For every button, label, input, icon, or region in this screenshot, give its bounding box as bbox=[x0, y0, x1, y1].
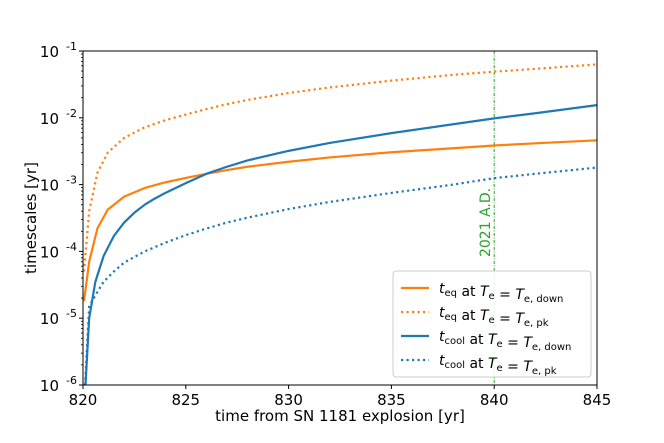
y-tick-exponent: -4 bbox=[66, 240, 77, 253]
annotation-2021-ad: 2021 A.D. bbox=[478, 188, 494, 257]
annotation-layer: 2021 A.D. bbox=[478, 188, 494, 257]
y-tick-label: 10 bbox=[40, 377, 59, 395]
x-tick-label: 835 bbox=[377, 391, 406, 409]
y-axis-label: timescales [yr] bbox=[22, 162, 40, 274]
series-line-2 bbox=[83, 63, 597, 272]
legend-entry-4: tcool at Te = Te, pk bbox=[439, 353, 557, 377]
x-tick-label: 845 bbox=[583, 391, 612, 409]
x-tick-label: 830 bbox=[274, 391, 303, 409]
y-tick-label: 10 bbox=[40, 243, 59, 261]
x-axis-label: time from SN 1181 explosion [yr] bbox=[215, 407, 465, 425]
y-tick-exponent: -3 bbox=[66, 174, 77, 187]
series-line-1 bbox=[83, 139, 597, 302]
y-tick-exponent: -6 bbox=[66, 374, 77, 387]
y-tick-label: 10 bbox=[40, 43, 59, 61]
y-tick-label: 10 bbox=[40, 177, 59, 195]
legend-entry-3: tcool at Te = Te, down bbox=[439, 329, 571, 353]
legend-entry-2: teq at Te = Te, pk bbox=[439, 305, 549, 329]
legend-entry-1: teq at Te = Te, down bbox=[439, 281, 563, 305]
x-tick-label: 820 bbox=[69, 391, 98, 409]
y-tick-label: 10 bbox=[40, 110, 59, 128]
plot-frame bbox=[82, 50, 598, 386]
x-tick-label: 825 bbox=[171, 391, 200, 409]
legend-box bbox=[392, 270, 592, 378]
ticks-layer: 820 825 830 835 840 845 10 -6 10 -5 10 -4 10 -3 10 -2 10… bbox=[40, 40, 611, 409]
y-tick-label: 10 bbox=[40, 310, 59, 328]
y-tick-exponent: -2 bbox=[66, 107, 77, 120]
y-tick-exponent: -1 bbox=[66, 40, 77, 53]
y-tick-exponent: -5 bbox=[66, 307, 77, 320]
series-line-3 bbox=[84, 103, 597, 385]
x-tick-label: 840 bbox=[480, 391, 509, 409]
